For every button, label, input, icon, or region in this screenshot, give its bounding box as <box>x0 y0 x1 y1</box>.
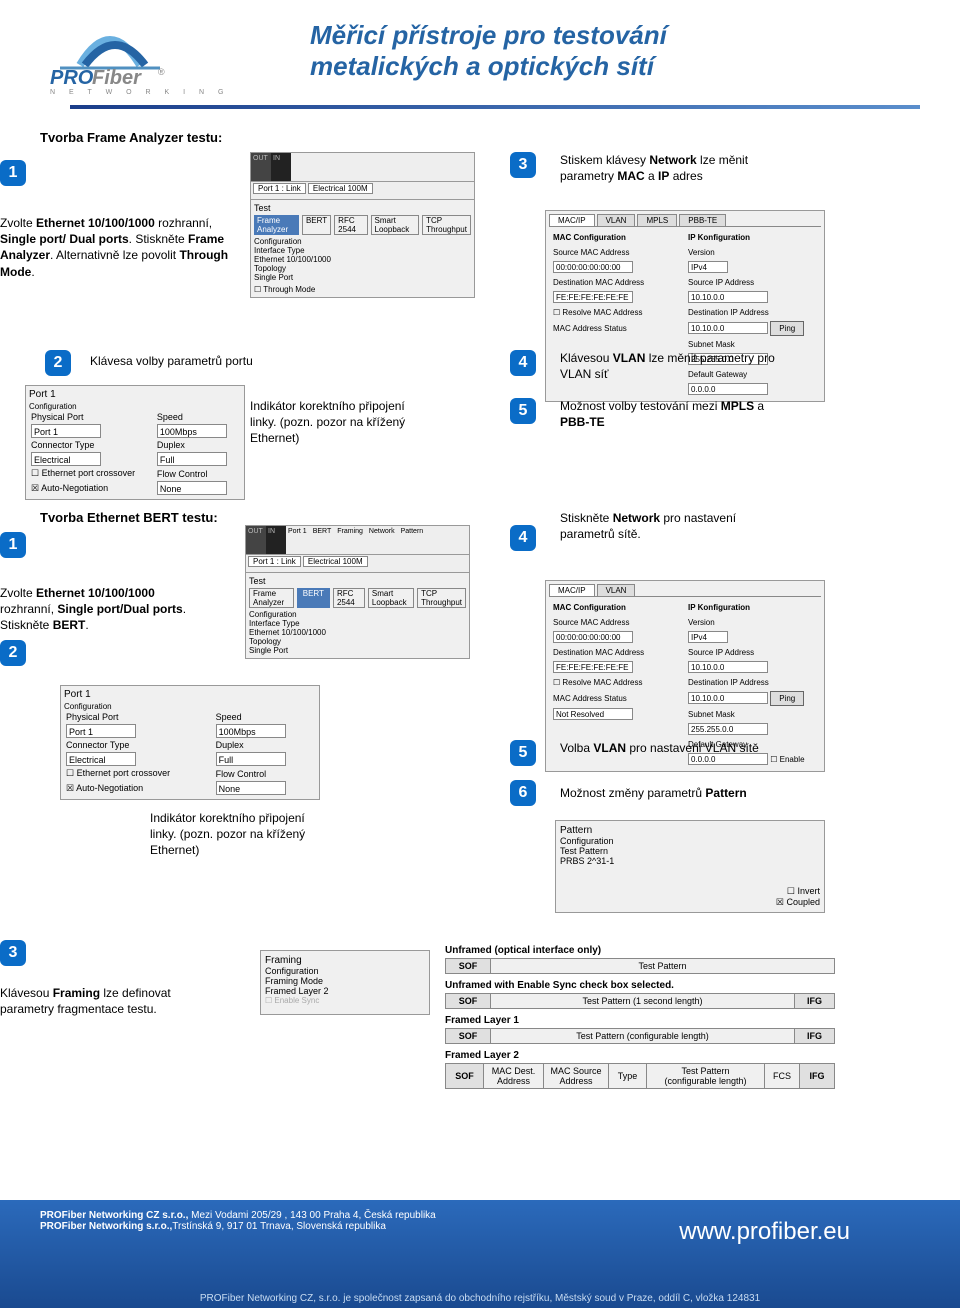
bbadge-6: 6 <box>510 780 536 806</box>
badge-4: 4 <box>510 350 536 376</box>
step5-text: Možnost volby testování mezi MPLS a PBB-… <box>560 398 780 430</box>
badge-2: 2 <box>45 350 71 376</box>
badge-5: 5 <box>510 398 536 424</box>
bbadge-3: 3 <box>0 940 26 966</box>
bbadge-5: 5 <box>510 740 536 766</box>
frame-analyzer-config: OUT IN Port 1 : Link Electrical 100M Tes… <box>250 152 475 298</box>
badge-3: 3 <box>510 152 536 178</box>
bstep1-text: Zvolte Ethernet 10/100/1000 rozhranní, S… <box>0 585 210 634</box>
svg-text:®: ® <box>158 67 165 77</box>
footer-note: PROFiber Networking CZ, s.r.o. je společ… <box>0 1293 960 1304</box>
step4-text: Klávesou VLAN lze měnit parametry pro VL… <box>560 350 780 382</box>
footer: PROFiber Networking CZ s.r.o., Mezi Voda… <box>0 1200 960 1308</box>
step2-text: Klávesa volby parametrů portu <box>90 353 253 369</box>
header-rule <box>70 105 920 109</box>
bbadge-2: 2 <box>0 640 26 666</box>
page-title: Měřicí přístroje pro testování metalický… <box>310 20 667 82</box>
bbadge-1: 1 <box>0 532 26 558</box>
logo: PRO Fiber ® N E T W O R K I N G <box>50 10 250 95</box>
content: Tvorba Frame Analyzer testu: 1 Zvolte Et… <box>0 130 960 1200</box>
svg-text:N E T W O R K I N G: N E T W O R K I N G <box>50 89 229 95</box>
framing-config: Framing Configuration Framing Mode Frame… <box>260 950 430 1015</box>
pattern-config: Pattern Configuration Test Pattern PRBS … <box>555 820 825 913</box>
footer-url: www.profiber.eu <box>679 1218 850 1246</box>
bstep4-text: Stiskněte Network pro nastavení parametr… <box>560 510 760 542</box>
bstep2b-text: Indikátor korektního připojení linky. (p… <box>150 810 330 859</box>
bbadge-4: 4 <box>510 525 536 551</box>
section2-title: Tvorba Ethernet BERT testu: <box>40 510 218 525</box>
section1-title: Tvorba Frame Analyzer testu: <box>40 130 222 145</box>
badge-1: 1 <box>0 160 26 186</box>
bstep3-text: Klávesou Framing lze definovat parametry… <box>0 985 220 1017</box>
step3-text: Stiskem klávesy Network lze měnit parame… <box>560 152 780 184</box>
bert-config: OUT IN Port 1BERTFramingNetworkPattern P… <box>245 525 470 659</box>
port-config-1: Port 1 Configuration Physical PortSpeed … <box>25 385 245 500</box>
svg-text:PRO: PRO <box>50 67 94 89</box>
port-config-2: Port 1 Configuration Physical PortSpeed … <box>60 685 320 800</box>
header: PRO Fiber ® N E T W O R K I N G Měřicí p… <box>0 0 960 130</box>
framing-table: Unframed (optical interface only) SOFTes… <box>445 945 835 1089</box>
bstep6-text: Možnost změny parametrů Pattern <box>560 785 820 801</box>
step1-text: Zvolte Ethernet 10/100/1000 rozhranní, S… <box>0 215 230 280</box>
step2-text2: Indikátor korektního připojení linky. (p… <box>250 398 420 447</box>
svg-text:Fiber: Fiber <box>92 67 142 89</box>
bstep5-text: Volba VLAN pro nastaveni VLAN sítě <box>560 740 780 756</box>
